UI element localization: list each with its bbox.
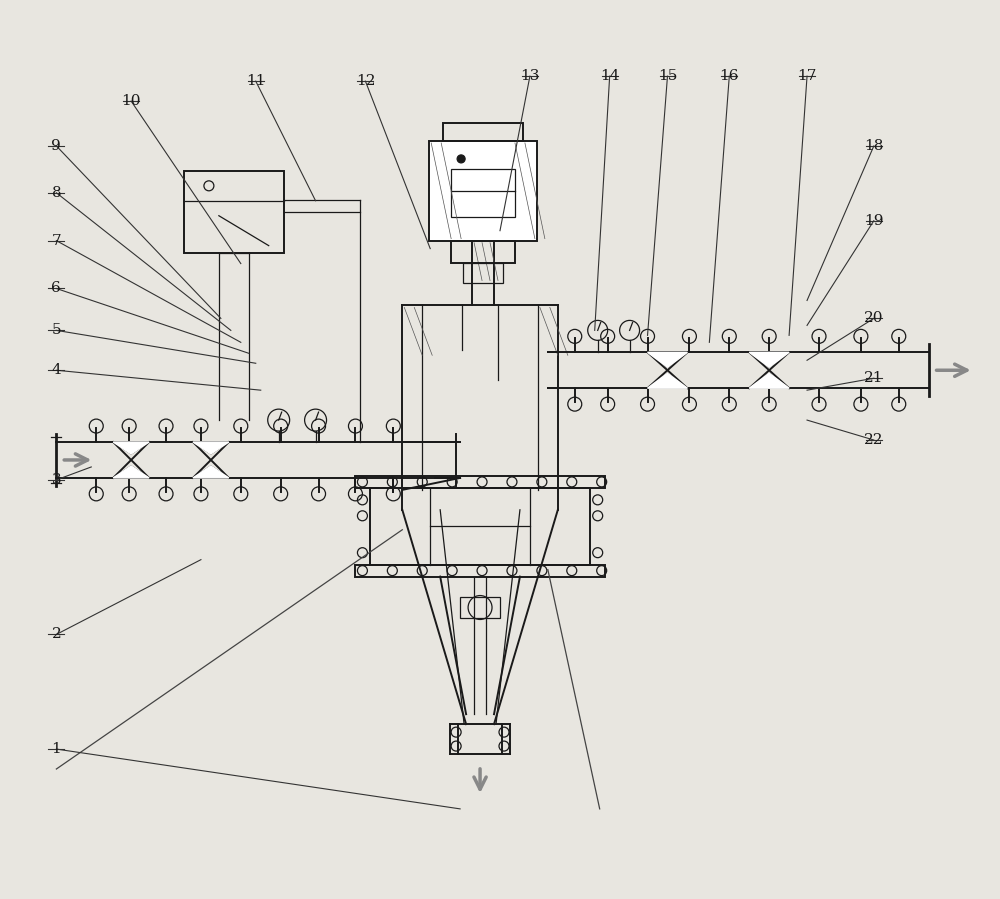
Polygon shape [749,352,789,368]
Text: 18: 18 [864,139,884,153]
Text: 14: 14 [600,69,619,83]
Bar [451,169,515,217]
Text: 4: 4 [51,363,61,378]
Bar [443,123,523,141]
Text: 2: 2 [51,628,61,641]
Text: 6: 6 [51,281,61,296]
Text: 13: 13 [520,69,540,83]
Polygon shape [648,373,687,388]
Polygon shape [113,442,149,454]
Bar [451,241,515,263]
Text: 11: 11 [246,74,266,88]
Bar [370,488,590,565]
Text: 1: 1 [51,742,61,756]
Text: 15: 15 [658,69,677,83]
Text: 9: 9 [51,139,61,153]
Polygon shape [113,466,149,478]
Text: 17: 17 [797,69,817,83]
Polygon shape [193,442,229,454]
Text: 19: 19 [864,214,884,227]
Text: 7: 7 [52,234,61,247]
Text: 20: 20 [864,311,884,325]
Text: 21: 21 [864,371,884,385]
Text: 22: 22 [864,433,884,447]
Bar [463,263,503,282]
Bar [429,141,537,241]
Circle shape [457,155,465,163]
Text: 5: 5 [52,324,61,337]
Text: 16: 16 [720,69,739,83]
Text: 3: 3 [52,473,61,487]
Polygon shape [648,352,687,368]
Bar [460,597,500,619]
Polygon shape [193,466,229,478]
Text: 12: 12 [356,74,375,88]
Bar [355,565,605,576]
Polygon shape [749,373,789,388]
Text: 8: 8 [52,186,61,200]
Bar [355,476,605,488]
Bar [184,171,284,253]
Text: 10: 10 [121,94,141,108]
